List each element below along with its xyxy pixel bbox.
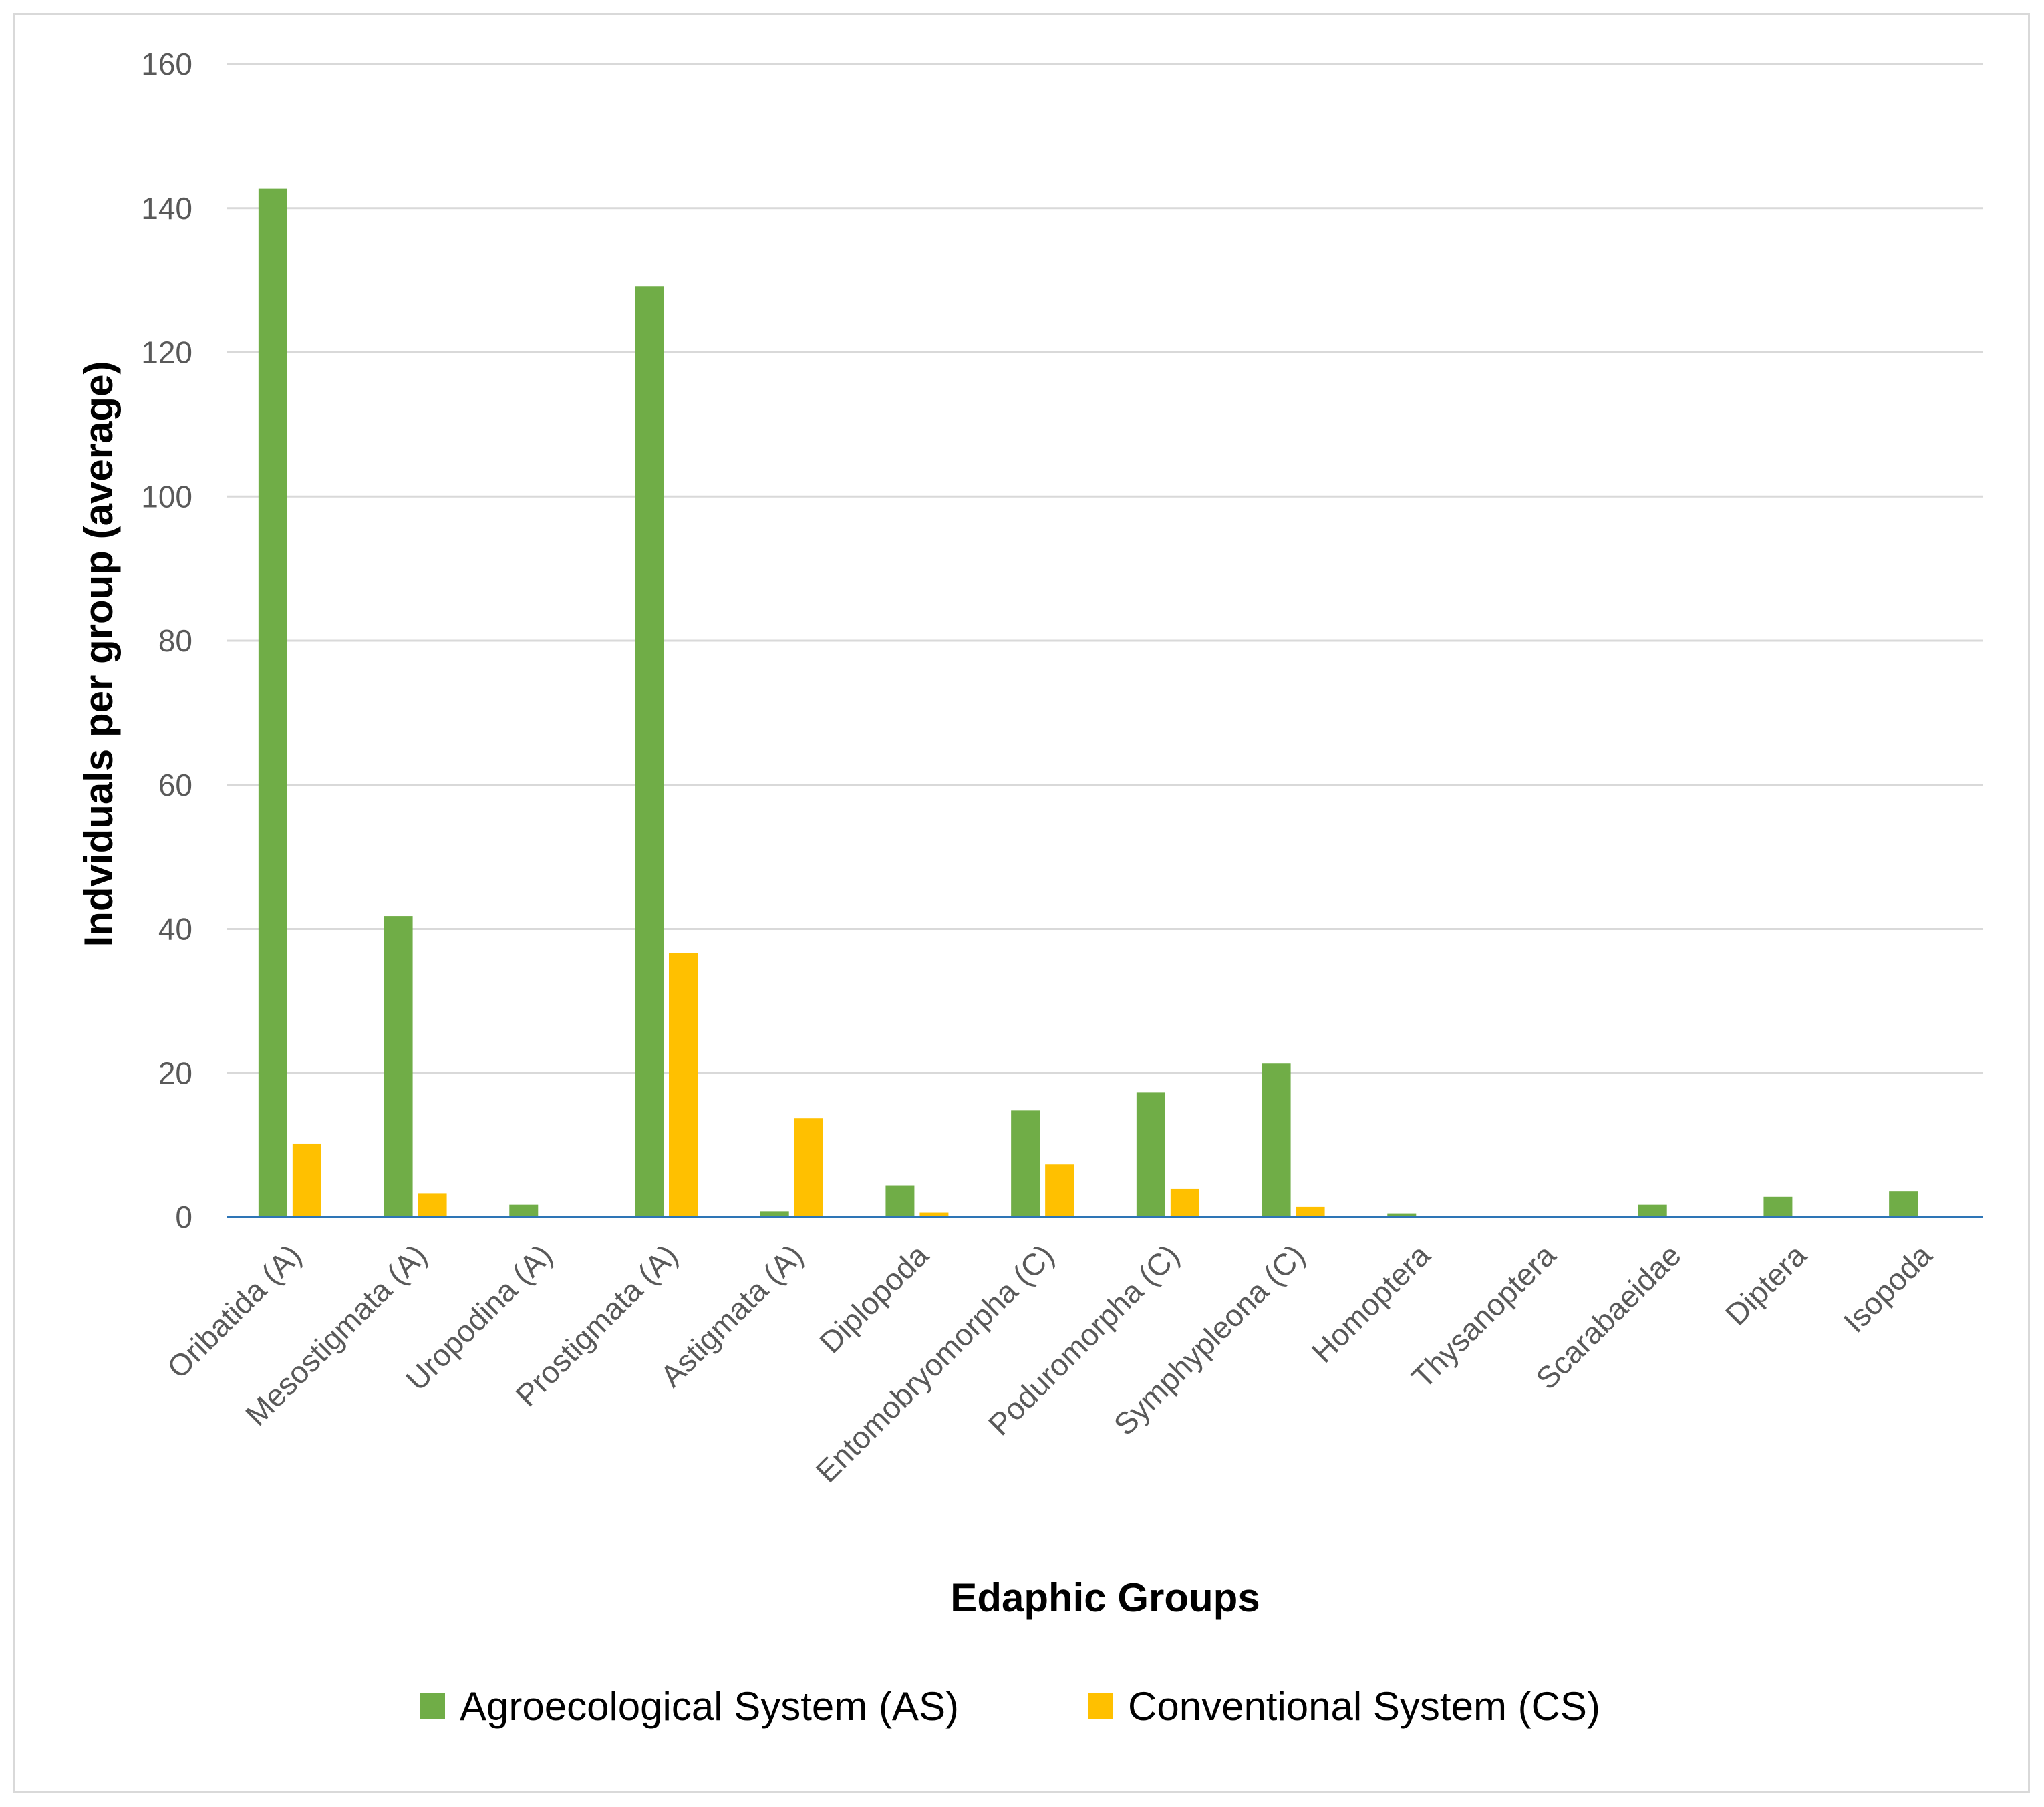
bar-as-3 [635, 286, 664, 1217]
bar-as-6 [1011, 1110, 1040, 1217]
bar-cs-7 [1170, 1188, 1199, 1217]
x-axis-title: Edaphic Groups [950, 1575, 1260, 1620]
bar-cs-1 [418, 1193, 447, 1217]
legend-label-as: Agroecological System (AS) [460, 1684, 959, 1729]
y-tick-label: 40 [158, 912, 192, 947]
bar-as-0 [258, 188, 287, 1217]
bar-as-11 [1638, 1204, 1667, 1217]
x-category-label: Entomobryomorpha (C) [809, 1237, 1061, 1489]
x-category-label: Homoptera [1305, 1237, 1437, 1369]
legend: Agroecological System (AS) Conventional S… [420, 1684, 1600, 1729]
x-category-label: Diptera [1719, 1237, 1813, 1332]
y-tick-label: 60 [158, 768, 192, 802]
bar-cs-5 [919, 1212, 949, 1217]
bar-cs-6 [1045, 1164, 1074, 1217]
bar-as-7 [1136, 1092, 1165, 1217]
y-axis-title: Indviduals per group (average) [76, 361, 121, 947]
bar-as-2 [509, 1204, 539, 1217]
y-tick-label: 80 [158, 623, 192, 658]
bar-as-9 [1387, 1213, 1417, 1217]
bar-as-4 [760, 1211, 789, 1217]
bar-as-1 [384, 916, 413, 1217]
bar-cs-0 [292, 1143, 321, 1217]
bar-cs-4 [794, 1118, 823, 1217]
bar-as-12 [1763, 1196, 1793, 1217]
legend-swatch-cs [1088, 1693, 1113, 1719]
x-axis-categories: Oribatida (A)Mesostigmata (A)Uropodina (… [160, 1237, 1939, 1489]
y-tick-label: 160 [141, 47, 192, 81]
bar-as-5 [885, 1185, 915, 1217]
gridlines [227, 63, 1983, 1074]
y-tick-label: 0 [175, 1200, 192, 1235]
x-category-label: Diplopoda [813, 1237, 935, 1360]
bar-as-8 [1262, 1063, 1291, 1217]
legend-swatch-as [420, 1693, 445, 1719]
y-tick-label: 20 [158, 1055, 192, 1090]
bars [258, 188, 1918, 1217]
y-tick-label: 120 [141, 335, 192, 370]
chart-frame [13, 13, 2030, 1793]
legend-label-cs: Conventional System (CS) [1128, 1684, 1600, 1729]
bar-cs-8 [1296, 1206, 1325, 1217]
bar-cs-3 [669, 953, 698, 1217]
y-axis-ticks: 0 20 40 60 80 100 120 140 160 [141, 47, 192, 1235]
bar-as-13 [1889, 1191, 1918, 1217]
y-tick-label: 100 [141, 479, 192, 514]
y-tick-label: 140 [141, 191, 192, 226]
x-category-label: Isopoda [1837, 1237, 1939, 1339]
